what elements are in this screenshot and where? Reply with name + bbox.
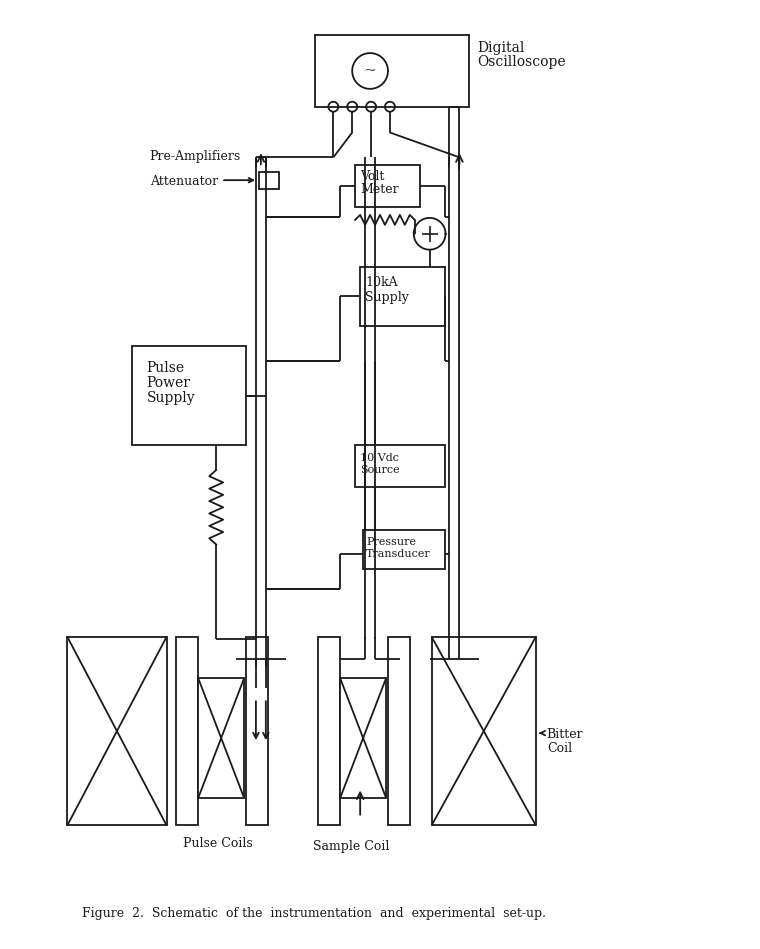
- Text: Figure  2.  Schematic  of the  instrumentation  and  experimental  set-up.: Figure 2. Schematic of the instrumentati…: [82, 907, 546, 920]
- Text: Source: Source: [360, 465, 400, 475]
- Text: Digital: Digital: [477, 41, 524, 55]
- Text: Sample Coil: Sample Coil: [313, 840, 390, 853]
- Bar: [131, 346, 246, 445]
- Bar: [432, 637, 536, 826]
- Text: Pulse Coils: Pulse Coils: [183, 837, 253, 850]
- Text: Supply: Supply: [365, 291, 409, 305]
- Text: Transducer: Transducer: [366, 549, 431, 560]
- Bar: [355, 445, 445, 487]
- Text: 10kA: 10kA: [365, 276, 397, 289]
- Bar: [318, 637, 340, 826]
- Text: 10 Vdc: 10 Vdc: [360, 454, 399, 463]
- Bar: [176, 637, 198, 826]
- Text: Oscilloscope: Oscilloscope: [477, 55, 566, 69]
- Text: Supply: Supply: [147, 391, 195, 404]
- Bar: [360, 267, 445, 326]
- Bar: [363, 530, 445, 569]
- Text: Meter: Meter: [360, 183, 399, 196]
- Text: Attenuator: Attenuator: [150, 176, 218, 188]
- Bar: [355, 165, 420, 207]
- Text: Pulse: Pulse: [147, 361, 185, 375]
- Text: Volt: Volt: [360, 170, 385, 183]
- Bar: [246, 637, 268, 826]
- Text: Power: Power: [147, 376, 191, 390]
- Bar: [315, 35, 470, 106]
- Bar: [388, 637, 410, 826]
- Text: ~: ~: [364, 64, 376, 78]
- Text: Pre-Amplifiers: Pre-Amplifiers: [150, 150, 241, 163]
- Bar: [198, 679, 244, 797]
- Text: Bitter: Bitter: [546, 728, 584, 741]
- Bar: [259, 172, 279, 189]
- Bar: [340, 679, 386, 797]
- Text: Pressure: Pressure: [366, 536, 416, 547]
- Bar: [68, 637, 166, 826]
- Text: Coil: Coil: [546, 742, 572, 755]
